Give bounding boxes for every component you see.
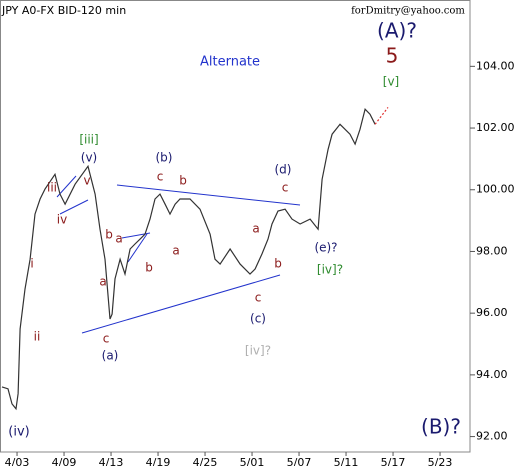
x-tick-label: 4/19: [146, 456, 171, 466]
y-tick-label: 100.00: [476, 183, 514, 196]
x-tick-label: 5/07: [287, 456, 312, 466]
wave-label: ii: [34, 330, 41, 344]
x-tick-label: 4/09: [52, 456, 77, 466]
wave-label: 5: [386, 44, 399, 68]
wave-label: Alternate: [200, 55, 260, 70]
plot-frame: [0, 0, 471, 453]
wave-label: (iv): [8, 425, 29, 440]
x-tick-label: 5/11: [334, 456, 359, 466]
y-tick-label: 96.00: [476, 306, 508, 319]
wave-label: (B)?: [421, 415, 461, 439]
wave-label: (v): [81, 151, 97, 165]
wave-label: a: [252, 222, 259, 236]
wave-label: (c): [250, 312, 266, 326]
wave-label: iii: [47, 181, 57, 195]
y-tick-label: 92.00: [476, 430, 508, 443]
wave-label: b: [179, 174, 187, 188]
wave-label: [iv]?: [245, 344, 271, 358]
y-tick-label: 104.00: [476, 59, 514, 72]
price-line: [1, 108, 376, 411]
x-tick-label: 5/23: [428, 456, 453, 466]
wave-label: b: [105, 228, 113, 242]
trend-line: [116, 184, 301, 206]
wave-label: c: [255, 291, 262, 305]
wave-label: iv: [57, 213, 67, 227]
y-tick-label: 94.00: [476, 368, 508, 381]
wave-label: a: [99, 275, 106, 289]
wave-label: [iii]: [79, 133, 98, 147]
price-line: [374, 107, 389, 125]
wave-label: (A)?: [377, 19, 417, 43]
wave-label: v: [83, 174, 90, 188]
x-tick-label: 5/01: [240, 456, 265, 466]
wave-label: i: [30, 257, 33, 271]
wave-label: (a): [102, 349, 119, 363]
y-tick-label: 102.00: [476, 121, 514, 134]
chart-subtitle: forDmitry@yahoo.com: [351, 6, 465, 17]
chart-title: JPY A0-FX BID-120 min: [1, 4, 126, 17]
wave-label: [v]: [383, 75, 399, 89]
trend-line: [127, 233, 148, 263]
wave-label: [iv]?: [317, 263, 343, 277]
wave-label: b: [274, 257, 282, 271]
wave-label: a: [115, 232, 122, 246]
wave-label: (e)?: [314, 241, 337, 255]
x-tick-label: 5/17: [381, 456, 406, 466]
wave-label: c: [103, 332, 110, 346]
y-tick-label: 98.00: [476, 244, 508, 257]
x-tick-label: 4/03: [5, 456, 30, 466]
trend-line: [59, 199, 89, 215]
wave-label: (b): [156, 151, 173, 165]
wave-label: c: [157, 170, 164, 184]
wave-label: c: [282, 181, 289, 195]
wave-label: b: [145, 261, 153, 275]
wave-label: a: [172, 244, 179, 258]
wave-label: (d): [275, 163, 292, 177]
x-tick-label: 4/13: [99, 456, 124, 466]
x-tick-label: 4/25: [193, 456, 218, 466]
trend-line: [81, 274, 281, 334]
